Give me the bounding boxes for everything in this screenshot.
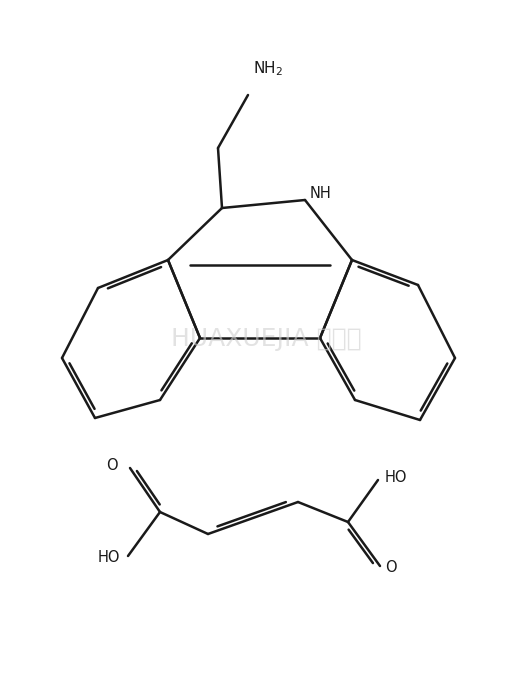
Text: O: O	[385, 560, 397, 576]
Text: NH: NH	[310, 185, 332, 200]
Text: HO: HO	[97, 551, 120, 566]
Text: HO: HO	[385, 471, 408, 485]
Text: HUAXUEJIA 化学加: HUAXUEJIA 化学加	[171, 327, 361, 351]
Text: NH$_2$: NH$_2$	[253, 59, 283, 78]
Text: O: O	[106, 458, 118, 473]
